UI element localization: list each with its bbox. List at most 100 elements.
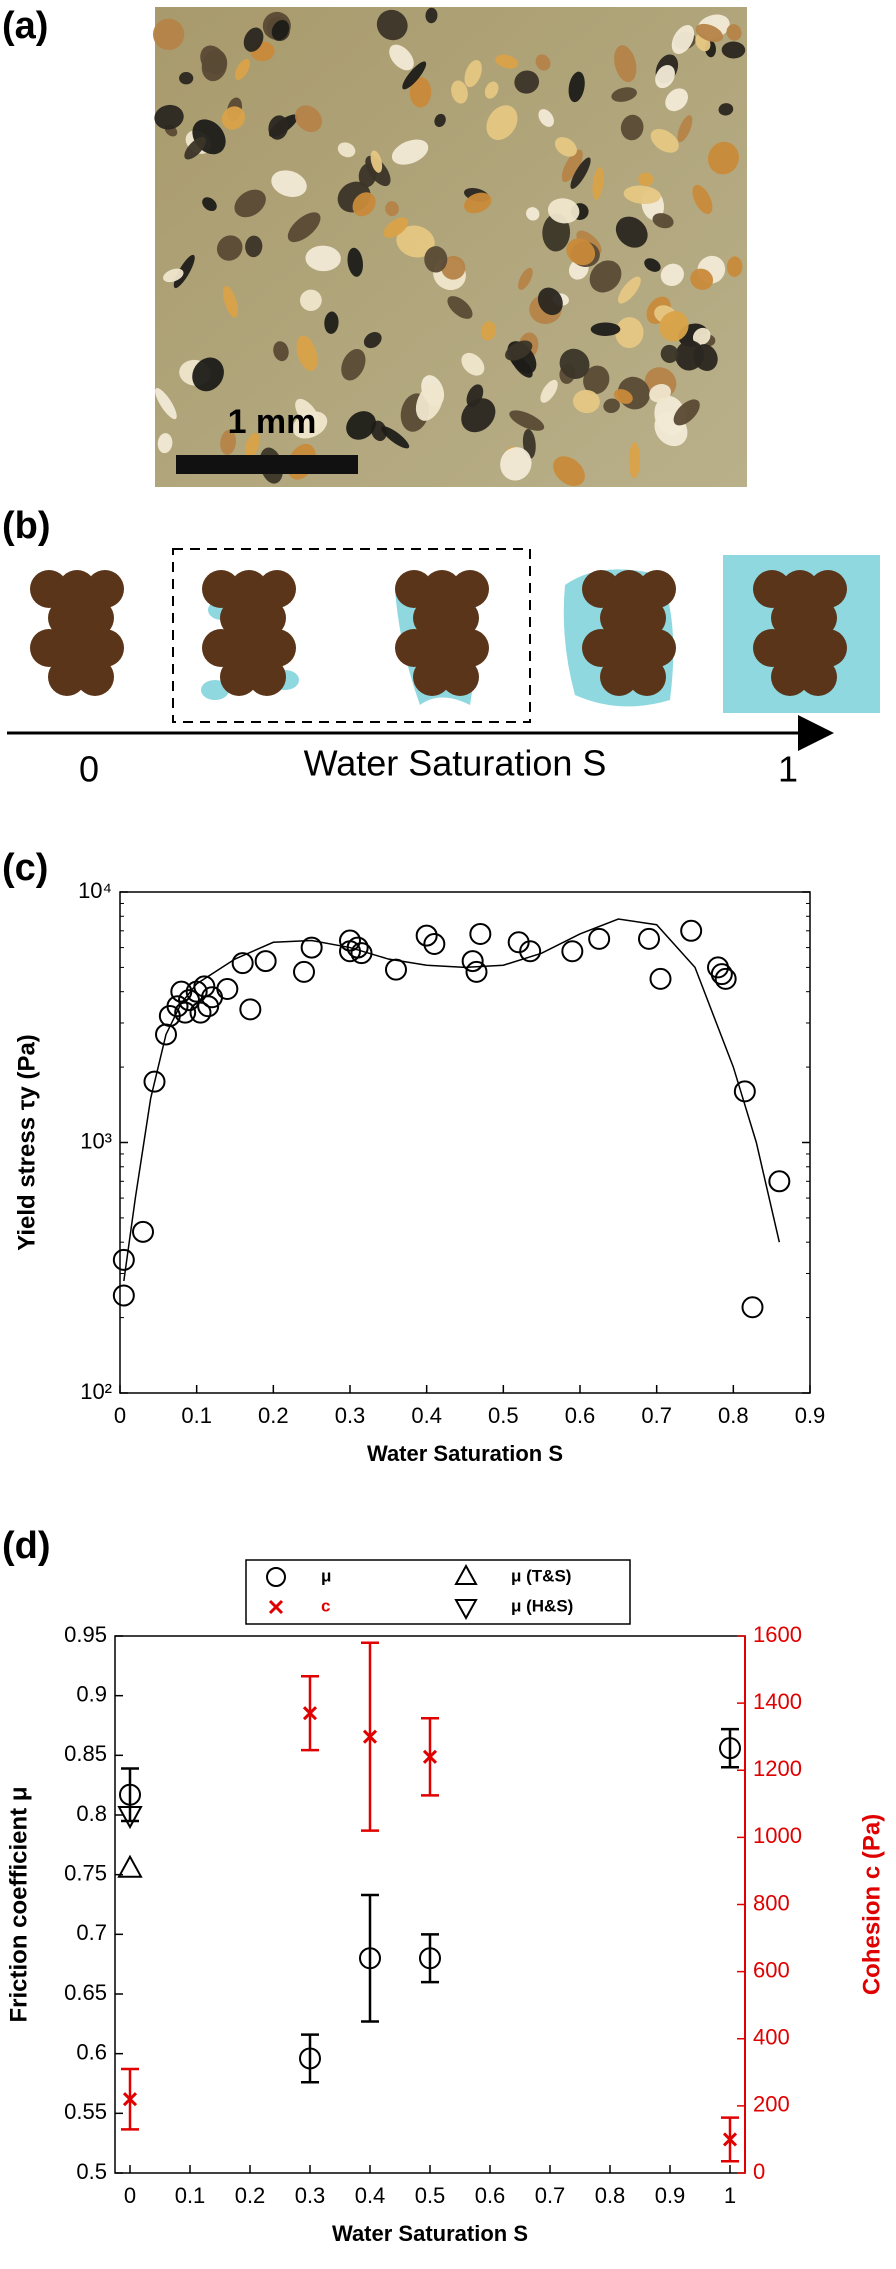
grain — [464, 59, 482, 88]
grain — [287, 212, 321, 243]
axis-end: 1 — [778, 749, 798, 790]
grain — [447, 296, 473, 319]
dashed-box — [172, 548, 531, 723]
grain-circle — [76, 599, 114, 637]
grain — [573, 389, 600, 414]
marker — [112, 1248, 135, 1271]
marker — [768, 1170, 791, 1193]
grain — [726, 24, 742, 41]
x-tick-label: 0.2 — [258, 1403, 289, 1428]
grain — [484, 81, 499, 99]
grain — [655, 64, 675, 89]
grain — [721, 41, 746, 59]
marker — [588, 927, 611, 950]
grain-circle — [202, 629, 240, 667]
grain — [505, 340, 533, 361]
grain-circle — [86, 629, 124, 667]
grain-circle — [58, 629, 96, 667]
grain-circle — [799, 658, 837, 696]
panel-label: (d) — [2, 1525, 51, 1567]
y-tick-label: 10⁴ — [78, 878, 112, 903]
legend-label: c — [321, 1596, 330, 1615]
marker — [359, 1947, 381, 1970]
legend-box — [245, 1559, 631, 1625]
marker — [339, 929, 361, 952]
grain — [299, 289, 322, 311]
grain — [614, 45, 637, 83]
grain-circle — [48, 599, 86, 637]
grain-circle — [451, 570, 489, 608]
x-tick-label: 0.3 — [295, 2183, 326, 2208]
grain — [245, 235, 263, 258]
grain — [192, 357, 224, 392]
marker — [714, 967, 737, 990]
grain — [271, 170, 307, 197]
x-tick-label: 0.5 — [488, 1403, 519, 1428]
grain — [425, 7, 438, 24]
grain-circle — [451, 629, 489, 667]
grain — [509, 410, 545, 431]
grain — [547, 198, 580, 224]
y-axis-label: Friction coefficient μ — [5, 1786, 32, 2022]
x-tick-label: 0.9 — [795, 1403, 826, 1428]
grain — [305, 245, 341, 272]
y2-tick-label: 1000 — [753, 1823, 802, 1848]
grain-circle — [423, 629, 461, 667]
grain-circle — [202, 570, 240, 608]
grain — [385, 201, 399, 217]
x-tick-label: 0.6 — [565, 1403, 596, 1428]
grain — [179, 72, 194, 85]
x-axis-label: Water Saturation S — [332, 2221, 528, 2246]
x-tick-label: 0.7 — [535, 2183, 566, 2208]
grain — [268, 115, 289, 140]
grain — [346, 411, 376, 440]
grain-circle — [753, 570, 791, 608]
grain-circle — [258, 570, 296, 608]
axis-title: Water Saturation S — [304, 743, 607, 784]
error-bar — [121, 1767, 139, 1823]
marker — [132, 1220, 154, 1243]
x-tick-label: 0.1 — [175, 2183, 206, 2208]
grain — [623, 185, 661, 204]
grain — [223, 285, 238, 318]
grain — [409, 76, 432, 108]
grain — [381, 426, 410, 449]
y-tick-label: 0.5 — [76, 2159, 107, 2184]
grain-circle — [799, 599, 837, 637]
error-bar — [421, 1933, 439, 1984]
grain — [692, 327, 711, 346]
x-tick-label: 0 — [124, 2183, 136, 2208]
grain — [495, 54, 519, 69]
grain — [514, 70, 540, 94]
grain — [526, 207, 540, 221]
plot-frame — [114, 1635, 746, 2174]
grain-circle — [628, 599, 666, 637]
legend-label: μ (H&S) — [511, 1596, 573, 1615]
grain — [480, 321, 496, 341]
sand-photo — [152, 7, 747, 487]
marker — [300, 936, 323, 959]
marker — [465, 960, 488, 983]
grain — [613, 389, 633, 404]
marker — [722, 2132, 738, 2147]
grain — [540, 379, 558, 403]
grain — [486, 105, 518, 140]
grain — [363, 331, 382, 349]
grain — [665, 88, 689, 112]
grain-circle — [58, 570, 96, 608]
grain-circle — [771, 658, 809, 696]
grain — [654, 395, 686, 436]
error-bar — [361, 1893, 379, 2023]
grain — [644, 258, 661, 272]
y-tick-label: 0.65 — [64, 1980, 107, 2005]
legend-label: μ — [321, 1566, 331, 1585]
grain — [216, 235, 243, 261]
grain — [559, 348, 590, 379]
x-tick-label: 0.7 — [641, 1403, 672, 1428]
marker — [122, 2092, 138, 2107]
grain-circle — [220, 599, 258, 637]
grain — [726, 256, 743, 277]
grain — [500, 447, 532, 481]
y2-tick-label: 200 — [753, 2092, 790, 2117]
grain — [611, 87, 637, 102]
